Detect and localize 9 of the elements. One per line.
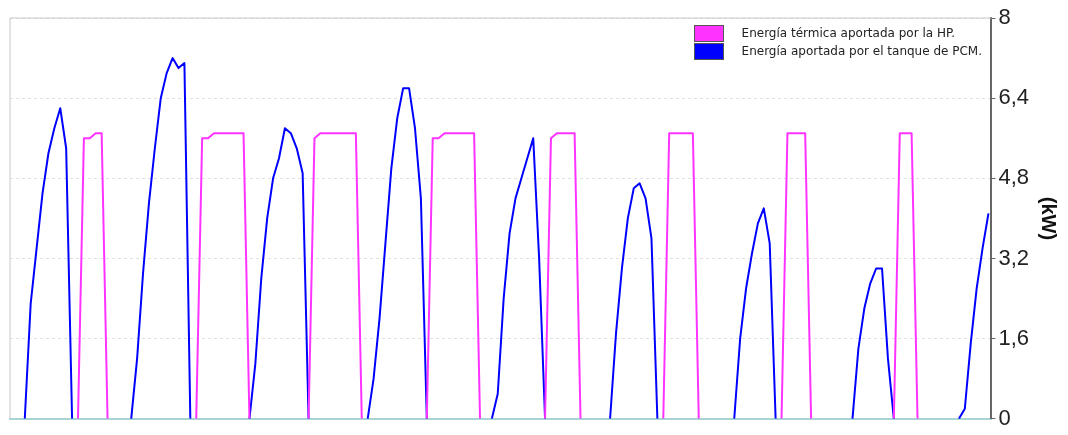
y-tick-label: 1,6 [998, 324, 1030, 350]
y-tick-label: 3,2 [998, 244, 1030, 270]
y-tick-label: 4,8 [998, 164, 1030, 190]
legend-label: Energía térmica aportada por la HP. [741, 26, 956, 40]
y-tick-label: 8 [998, 4, 1011, 30]
y-axis-title: (kW) [1038, 196, 1061, 241]
y-tick-label: 0 [998, 404, 1011, 430]
y-tick-label: 6,4 [998, 84, 1030, 110]
legend-label: Energía aportada por el tanque de PCM. [741, 44, 982, 58]
